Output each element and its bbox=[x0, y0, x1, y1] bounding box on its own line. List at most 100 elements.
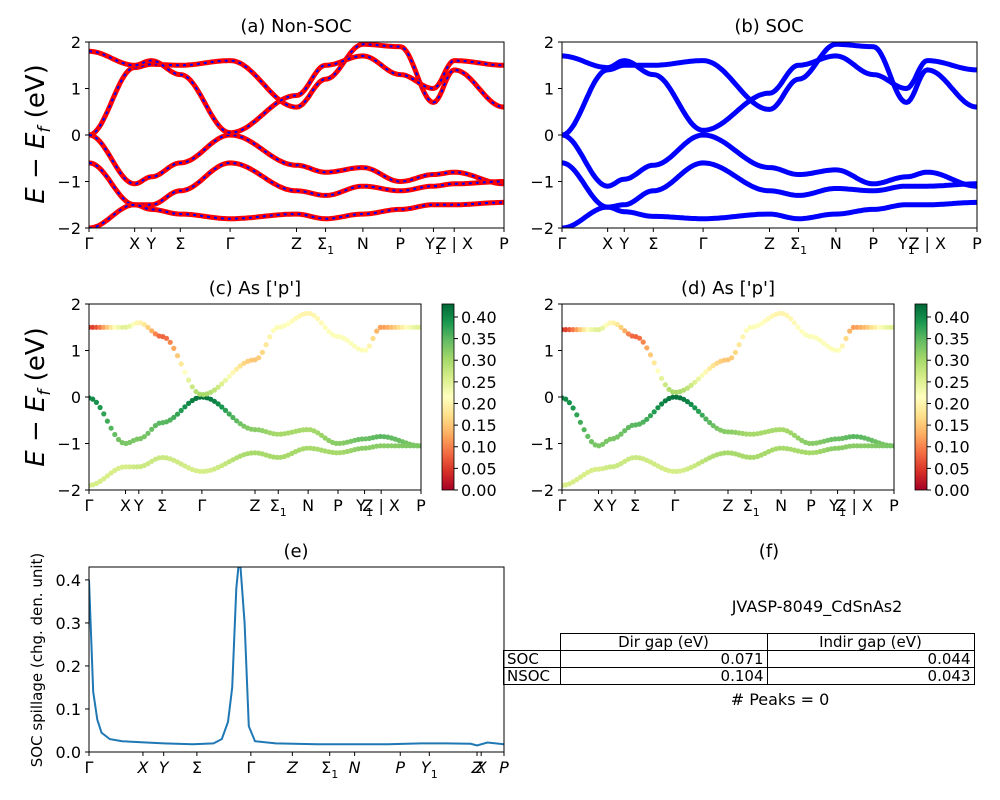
band-point bbox=[108, 425, 114, 431]
band-point bbox=[703, 416, 709, 422]
band-point bbox=[348, 340, 354, 346]
xtick-label: Z | X bbox=[835, 496, 873, 515]
ytick-label: 0 bbox=[71, 126, 81, 145]
xtick-label: Y bbox=[133, 496, 144, 515]
band-point bbox=[891, 324, 894, 330]
band-point bbox=[563, 327, 569, 333]
band-point bbox=[407, 443, 413, 449]
xtick-label: Y1 bbox=[355, 496, 373, 519]
band-point bbox=[388, 443, 395, 449]
band-point bbox=[167, 339, 173, 345]
gap-table: Dir gap (eV) Indir gap (eV) SOC 0.071 0.… bbox=[503, 633, 975, 685]
colorbar-c: 0.00 0.05 0.10 0.15 0.20 0.25 0.30 0.35 0.40 bbox=[441, 303, 497, 500]
band-point bbox=[252, 450, 258, 456]
band-point bbox=[211, 387, 217, 393]
band-point bbox=[854, 324, 860, 330]
band-point bbox=[699, 372, 705, 378]
colorbar-tick-label: 0.40 bbox=[934, 308, 970, 327]
band-point bbox=[784, 312, 790, 319]
xtick-label: Γ bbox=[670, 496, 679, 515]
ylabel-spillage: SOC spillage (chg. den. unit) bbox=[28, 553, 46, 768]
band-point bbox=[570, 405, 576, 411]
panel-c-title: (c) As ['p'] bbox=[209, 278, 301, 299]
colorbar-tick-label: 0.00 bbox=[934, 481, 970, 500]
band-point bbox=[891, 443, 894, 449]
band-point bbox=[377, 443, 383, 449]
band-line bbox=[562, 42, 977, 138]
band-point bbox=[366, 343, 372, 349]
band-point bbox=[370, 335, 376, 342]
ytick-label: 2 bbox=[71, 295, 81, 314]
xtick-label: Y bbox=[159, 758, 170, 777]
gap-table-header-indir: Indir gap (eV) bbox=[766, 633, 975, 651]
band-point bbox=[167, 417, 173, 423]
band-point bbox=[699, 412, 705, 418]
xtick-label: Σ bbox=[648, 234, 658, 253]
colorbar-tick-label: 0.15 bbox=[461, 416, 497, 435]
band-point bbox=[256, 355, 262, 361]
band-point bbox=[318, 320, 324, 326]
band-point bbox=[707, 366, 713, 372]
band-point bbox=[219, 404, 225, 410]
band-point bbox=[252, 427, 258, 433]
xtick-label: Σ bbox=[630, 496, 640, 515]
band-point bbox=[574, 327, 580, 333]
band-line bbox=[562, 53, 977, 133]
band-point bbox=[414, 443, 420, 449]
band-point bbox=[211, 398, 217, 404]
band-point bbox=[788, 316, 794, 322]
gap-table-row: SOC 0.071 0.044 bbox=[503, 650, 975, 668]
band-point bbox=[411, 324, 417, 330]
band-point bbox=[692, 379, 698, 385]
band-point bbox=[577, 474, 584, 480]
band-point bbox=[108, 470, 114, 476]
panel-d-frame bbox=[561, 303, 895, 491]
band-point bbox=[865, 324, 871, 330]
band-point bbox=[97, 404, 103, 411]
panel-b-series-group bbox=[562, 42, 977, 228]
band-point bbox=[758, 321, 764, 327]
band-point bbox=[93, 324, 99, 330]
band-point bbox=[581, 327, 587, 333]
xtick-label: P bbox=[972, 234, 982, 253]
xtick-label: P bbox=[333, 496, 343, 515]
band-point bbox=[777, 427, 783, 433]
band-point bbox=[655, 368, 661, 374]
xtick-label: Z bbox=[471, 758, 484, 777]
band-point bbox=[340, 335, 347, 341]
band-line bbox=[562, 132, 977, 189]
band-point bbox=[418, 324, 421, 330]
panel-d-series-group bbox=[562, 310, 894, 488]
band-point bbox=[743, 328, 750, 334]
band-point bbox=[385, 443, 391, 449]
band-point bbox=[377, 324, 383, 330]
band-point bbox=[861, 443, 868, 449]
band-point bbox=[93, 399, 99, 405]
band-point bbox=[104, 473, 110, 479]
colorbar-d: 0.00 0.05 0.10 0.15 0.20 0.25 0.30 0.35 0.40 bbox=[914, 303, 970, 500]
band-point bbox=[326, 328, 332, 335]
band-point bbox=[622, 428, 628, 434]
band-point bbox=[695, 408, 702, 414]
band-point bbox=[145, 430, 151, 436]
band-point bbox=[884, 324, 890, 330]
band-point bbox=[418, 443, 421, 449]
band-point bbox=[821, 340, 827, 346]
xtick-label: Γ bbox=[197, 496, 206, 515]
band-point bbox=[197, 468, 203, 474]
gap-table-cell-indir: 0.043 bbox=[766, 667, 975, 685]
band-point bbox=[333, 440, 339, 446]
band-point bbox=[352, 343, 358, 349]
band-point bbox=[304, 427, 310, 433]
band-point bbox=[226, 373, 232, 380]
band-point bbox=[318, 432, 324, 438]
colorbar-tick-label: 0.15 bbox=[934, 416, 970, 435]
band-point bbox=[163, 335, 170, 341]
band-point bbox=[127, 464, 133, 470]
colorbar-tick-label: 0.10 bbox=[934, 438, 970, 457]
band-point bbox=[193, 389, 199, 395]
band-point bbox=[171, 414, 177, 420]
band-point bbox=[304, 310, 310, 316]
